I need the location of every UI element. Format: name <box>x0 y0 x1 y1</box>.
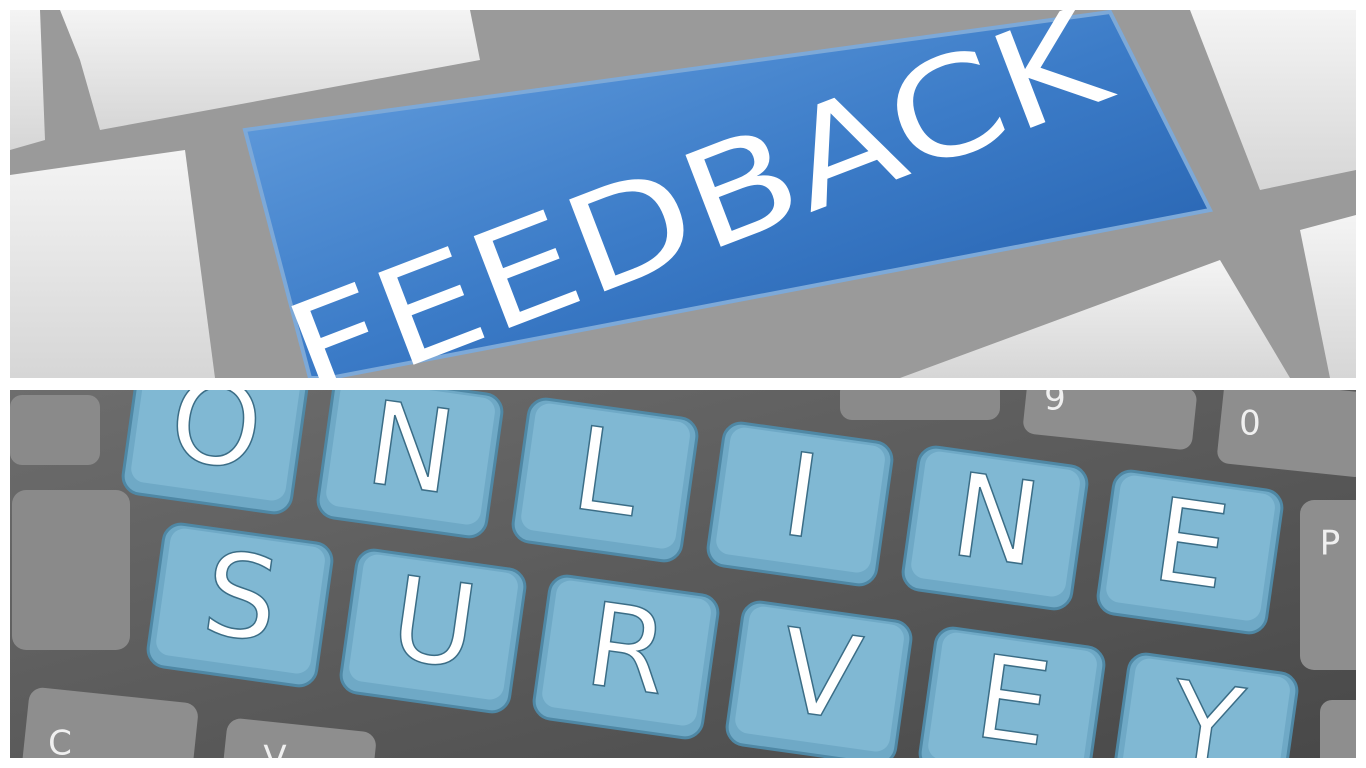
key-legend: 9 <box>1044 379 1066 419</box>
key-face <box>542 580 711 726</box>
key <box>10 395 100 465</box>
key-letter: V <box>772 604 869 748</box>
key-face <box>735 606 904 752</box>
key <box>22 687 198 758</box>
letter-key: S <box>146 522 334 688</box>
key-face <box>1106 475 1275 621</box>
key-letter: R <box>578 578 676 722</box>
key <box>10 10 45 150</box>
key-face <box>716 427 885 573</box>
key <box>1217 390 1356 477</box>
key <box>1190 10 1356 190</box>
key <box>1300 500 1356 670</box>
letter-key: L <box>511 397 699 563</box>
key <box>60 10 480 130</box>
letter-key: U <box>339 548 527 714</box>
key <box>10 150 215 378</box>
key-legend: V <box>263 739 286 768</box>
letter-key: I <box>706 421 894 587</box>
letter-key: N <box>316 376 504 539</box>
key <box>1300 215 1356 378</box>
key-legend: 0 <box>1239 404 1261 444</box>
key-letter: O <box>162 352 270 497</box>
key <box>900 260 1290 378</box>
letter-key: R <box>532 574 720 740</box>
key-face <box>131 390 300 501</box>
key-face <box>156 528 325 674</box>
key <box>1023 390 1197 450</box>
key-face <box>928 632 1097 758</box>
letter-key: V <box>725 600 913 758</box>
feedback-key <box>242 10 1213 378</box>
key-letter: U <box>383 552 485 696</box>
key-face <box>911 451 1080 597</box>
letter-key: N <box>901 445 1089 611</box>
key <box>12 490 130 650</box>
key-face <box>1121 658 1290 758</box>
letter-key: E <box>918 626 1106 758</box>
letter-key: O <box>121 352 309 515</box>
key-legend: P <box>1320 524 1341 564</box>
key <box>840 390 1000 420</box>
key-letter: N <box>359 376 463 521</box>
key <box>223 718 376 758</box>
feedback-photo: FEEDBACK <box>10 10 1356 378</box>
key-legend: C <box>48 724 72 764</box>
key-letter: N <box>944 448 1048 593</box>
key <box>1320 700 1356 758</box>
key-face <box>521 403 690 549</box>
key-face <box>349 554 518 700</box>
key-face <box>326 390 495 525</box>
letter-key: Y <box>1111 652 1299 758</box>
letter-key: E <box>1096 469 1284 635</box>
